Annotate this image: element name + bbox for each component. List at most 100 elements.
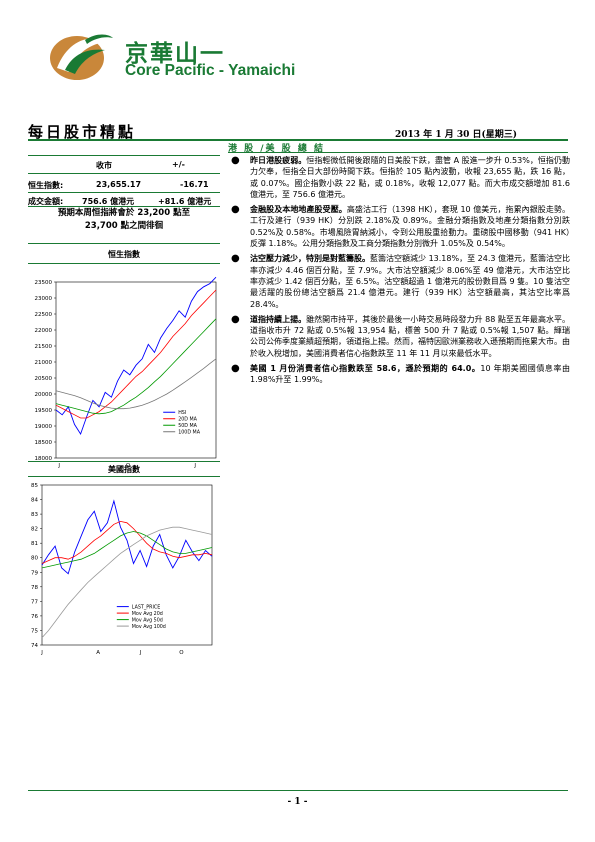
- series-line: [55, 358, 217, 410]
- header-divider: [28, 139, 568, 141]
- y-tick-label: 20000: [35, 392, 53, 398]
- turnover-change-value: +81.6 億港元: [158, 197, 212, 206]
- series-line: [41, 531, 213, 569]
- series-line: [55, 318, 217, 415]
- y-tick-label: 18000: [35, 456, 53, 462]
- company-logo: [47, 28, 115, 86]
- table-top-rule: [28, 155, 220, 156]
- hsi-chart-title-rule: [28, 263, 220, 264]
- x-tick-label: J: [193, 463, 196, 469]
- column-header-close: 收市: [96, 161, 112, 170]
- bullet-icon: ●: [231, 204, 240, 216]
- document-date: 2013 年 1 月 30 日(星期三): [395, 130, 518, 140]
- us-chart-title-rule: [28, 476, 220, 477]
- bullet-icon: ●: [231, 253, 240, 265]
- x-tick-label: J: [40, 650, 43, 656]
- legend-label: 50D MA: [178, 423, 197, 429]
- legend-label: HSI: [178, 410, 186, 416]
- hsi-chart-svg: 23500 23000 22500 22000 21500 21000 20500 20000…: [35, 276, 217, 469]
- bullet-icon: ●: [231, 155, 240, 166]
- legend-label: 20D MA: [178, 417, 197, 423]
- summary-item: ● 美國 1 月份消費者信心指數跌至 58.6，遜於預期的 64.0。10 年期…: [228, 363, 570, 386]
- y-tick-label: 22000: [35, 328, 53, 334]
- series-line: [41, 526, 213, 638]
- x-tick-label: O: [179, 650, 184, 656]
- y-tick-label: 81: [31, 541, 38, 547]
- y-tick-label: 79: [31, 570, 38, 576]
- series-line: [55, 276, 217, 436]
- legend-label: Mov Avg 20d: [132, 611, 163, 617]
- legend-label: LAST_PRICE: [132, 605, 160, 611]
- weekly-forecast: 預期本周恒指將會於 23,200 點至 23,700 點之間徘徊: [28, 207, 220, 233]
- legend-label: Mov Avg 50d: [132, 618, 163, 624]
- brand-name-chinese: 京華山一: [125, 41, 225, 67]
- plot-frame: [55, 281, 217, 459]
- us-chart: 85 84 83 82 81 80 79 78 77 76 75 74 J A J O LAST_PRICE Mo…: [28, 480, 220, 674]
- summary-item: ● 昨日港股疲弱。恒指輕微低開後跟隨的日美股下跌，盡管 A 股進一步升 0.53…: [228, 155, 570, 200]
- us-chart-title: 美國指數: [108, 465, 140, 474]
- y-tick-label: 19000: [35, 424, 53, 430]
- summary-item-heading: 道指持續上揚。: [250, 314, 307, 324]
- series-line: [41, 499, 213, 575]
- x-tick-label: O: [126, 463, 131, 469]
- y-tick-label: 18500: [35, 440, 53, 446]
- legend-label: 100D MA: [178, 430, 201, 436]
- hsi-close-value: 23,655.17: [96, 180, 142, 189]
- column-header-change: +/-: [172, 160, 185, 169]
- y-tick-label: 84: [31, 498, 38, 504]
- summary-item-heading: 昨日港股疲弱。: [250, 156, 307, 165]
- y-tick-label: 75: [31, 628, 38, 634]
- series-line: [41, 520, 213, 564]
- forecast-line-2: 23,700 點之間徘徊: [84, 221, 164, 231]
- section-title-rule: [228, 152, 568, 153]
- y-tick-label: 20500: [35, 376, 53, 382]
- y-tick-label: 19500: [35, 408, 53, 414]
- y-tick-label: 78: [31, 585, 38, 591]
- summary-item-text: 10 年期美國國債息率由 1.98%升至 1.99%。: [250, 364, 570, 385]
- legend-label: Mov Avg 100d: [132, 624, 166, 630]
- summary-item-text: 雖然開市持平，其後於最後一小時交易時段發力升 88 點至五年最高水平。道指收市升…: [250, 314, 571, 358]
- summary-item: ● 道指持續上揚。雖然開市持平，其後於最後一小時交易時段發力升 88 點至五年最…: [228, 314, 570, 359]
- document-title: 每日股市精點: [28, 123, 137, 141]
- hsi-change-value: -16.71: [180, 180, 209, 189]
- y-tick-label: 23500: [35, 280, 53, 286]
- summary-item-text: 藍籌沽空額減少 13.18%，至 24.3 億港元，藍籌沽空比率亦減少 4.46…: [250, 254, 571, 309]
- section-title: 港 股 /美 股 總 結: [228, 144, 325, 154]
- row-label-turnover: 成交金額:: [28, 197, 64, 206]
- summary-item-heading: 沽空壓力減少，特別是對藍籌股。: [250, 254, 371, 264]
- plot-frame: [41, 484, 213, 646]
- row-label-hsi: 恒生指數:: [28, 181, 64, 190]
- y-tick-label: 74: [31, 643, 38, 649]
- hsi-chart-top-rule: [28, 243, 220, 244]
- y-tick-label: 77: [31, 599, 38, 605]
- x-tick-label: J: [139, 650, 142, 656]
- y-tick-label: 83: [31, 512, 38, 518]
- x-tick-label: J: [57, 463, 60, 469]
- table-header-rule: [28, 173, 220, 174]
- table-bottom-rule: [28, 206, 220, 207]
- y-tick-label: 76: [31, 614, 38, 620]
- us-chart-top-rule: [28, 461, 220, 462]
- bullet-icon: ●: [231, 363, 240, 375]
- market-summary-list: ● 昨日港股疲弱。恒指輕微低開後跟隨的日美股下跌，盡管 A 股進一步升 0.53…: [228, 155, 570, 390]
- y-tick-label: 21000: [35, 360, 53, 366]
- y-tick-label: 85: [31, 483, 38, 489]
- summary-item-text: 高盛沽工行（1398 HK），套現 10 億美元，拖累內銀股走勢。工行及建行（9…: [250, 205, 571, 249]
- table-row-rule: [28, 192, 220, 193]
- y-tick-label: 22500: [35, 312, 53, 318]
- summary-item: ● 沽空壓力減少，特別是對藍籌股。藍籌沽空額減少 13.18%，至 24.3 億…: [228, 253, 570, 309]
- turnover-close-value: 756.6 億港元: [82, 197, 135, 206]
- page-number: - 1 -: [287, 797, 308, 807]
- summary-item-heading: 金融股及本地地產股受壓。: [250, 205, 347, 215]
- x-tick-label: A: [96, 650, 100, 656]
- summary-item: ● 金融股及本地地產股受壓。高盛沽工行（1398 HK），套現 10 億美元，拖…: [228, 204, 570, 249]
- bullet-icon: ●: [231, 313, 240, 325]
- footer-divider: [28, 790, 568, 791]
- y-tick-label: 21500: [35, 344, 53, 350]
- series-line: [55, 289, 217, 419]
- hsi-chart: 23500 23000 22500 22000 21500 21000 20500 20000…: [28, 276, 220, 480]
- y-tick-label: 23000: [35, 296, 53, 302]
- brand-name-english: Core Pacific - Yamaichi: [125, 62, 296, 79]
- summary-item-heading: 美國 1 月份消費者信心指數跌至 58.6，遜於預期的 64.0。: [250, 364, 481, 374]
- summary-item-text: 恒指輕微低開後跟隨的日美股下跌，盡管 A 股進一步升 0.53%，恒指仍動力欠奉…: [250, 156, 571, 199]
